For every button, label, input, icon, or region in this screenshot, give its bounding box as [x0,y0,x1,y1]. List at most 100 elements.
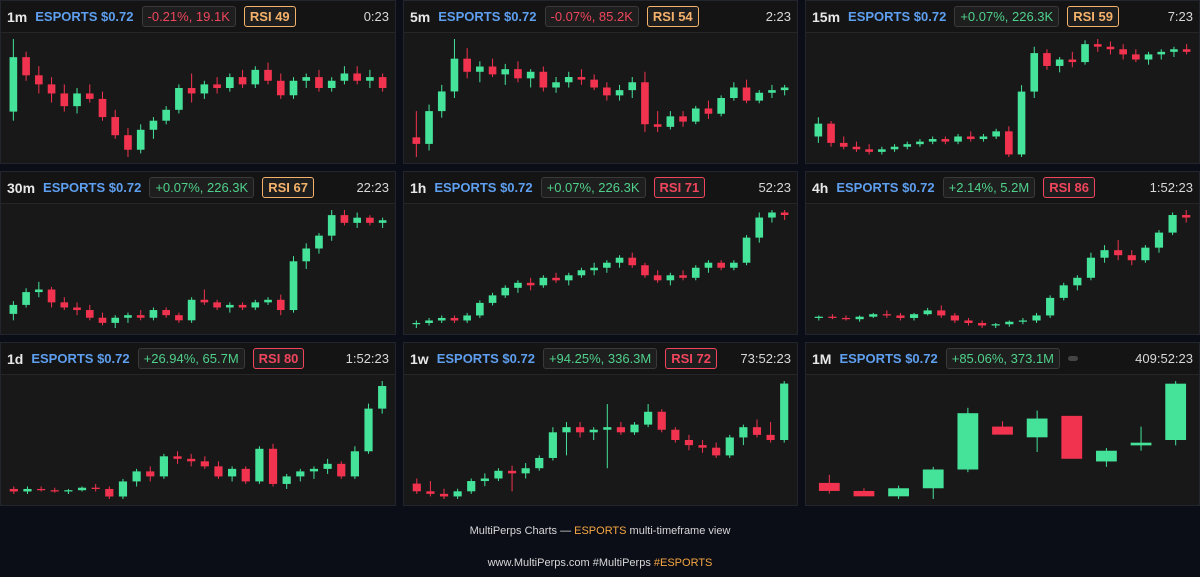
chart-panel: 1M ESPORTS $0.72 +85.06%, 373.1M 409:52:23 [805,342,1200,506]
candle-body [426,491,435,494]
candle-body [684,440,694,446]
candle-body [992,131,1000,137]
candle-body [85,310,94,318]
candle-body [644,411,653,425]
candle-body [552,277,560,281]
candle-body [882,314,891,316]
candle-body [226,77,234,89]
candle-body [213,302,221,308]
candle-body [450,317,459,321]
candle-body [1055,59,1064,66]
candle-body [576,427,585,433]
panel-header: 1w ESPORTS $0.72 +94.25%, 336.3M RSI 72 73:5… [404,343,797,375]
change-badge: +0.07%, 226.3K [540,177,646,198]
candle-body [814,123,823,137]
candle-body [730,87,738,98]
timeframe: 1m [7,8,28,25]
candle-body [124,315,132,318]
countdown: 409:52:23 [1135,351,1193,366]
candle-body [1026,418,1048,438]
countdown: 2:23 [765,9,791,24]
candle-chart [9,381,387,499]
timeframe: 1w [410,350,429,367]
candle-body [1086,257,1096,278]
candle-body [818,482,840,491]
candle-body [671,429,680,440]
candle-body [507,470,517,474]
candle-body [302,248,311,262]
candle-body [514,69,522,79]
candle-body [37,488,46,491]
candle-body [136,315,145,318]
footer-accent[interactable]: #ESPORTS [653,557,713,569]
candle-body [105,488,114,497]
candle-body [467,481,476,492]
rsi-badge: RSI 54 [646,6,699,27]
candle-body [1100,250,1109,258]
candle-body [1059,285,1068,298]
candle-body [22,57,30,76]
candle-body [228,468,237,477]
candle-body [1046,297,1055,316]
candle-body [564,77,573,83]
candle-body [577,77,586,80]
timeframe: 30m [7,179,36,196]
candle-body [780,212,789,216]
candle-body [828,316,837,318]
candle-body [717,98,725,114]
candle-body [666,116,675,127]
candle-body [827,123,835,143]
candle-body [552,82,560,88]
candle-body [869,314,878,317]
candle-body [73,307,81,311]
candle-body [282,476,291,484]
candle-body [539,71,548,88]
candle-body [679,275,687,278]
candle-body [453,491,462,497]
candle-body [725,437,734,456]
footer-link[interactable]: www.MultiPerps.com #MultiPerps [487,557,654,569]
countdown: 1:52:23 [345,351,389,366]
rsi-badge: RSI 71 [653,177,706,198]
candle-body [9,57,18,112]
candle-body [941,139,950,142]
candle-body [463,58,471,72]
candle-body [268,448,278,484]
symbol-price: ESPORTS $0.72 [31,351,130,366]
candle-body [1106,46,1115,50]
candle-body [238,77,247,85]
candle-body [1030,53,1039,92]
candle-body [200,299,209,303]
candle-body [22,292,30,305]
candle-body [991,324,1000,326]
candle-chart [818,381,1187,499]
candle-body [251,69,260,85]
candle-body [159,456,168,477]
countdown: 22:23 [356,180,389,195]
candle-body [739,427,748,438]
candle-body [60,93,69,107]
candle-body [1005,321,1014,325]
candle-body [124,135,132,150]
chart-panel: 1m ESPORTS $0.72 -0.21%, 19.1K RSI 49 0:23 [0,0,396,164]
symbol-price: ESPORTS $0.72 [434,180,533,195]
candle-body [937,310,946,316]
candle-body [1043,53,1051,66]
candle-body [755,217,764,238]
candle-body [966,136,975,140]
candle-body [98,317,107,323]
candle-body [289,261,298,311]
candle-body [255,448,264,482]
candle-body [337,463,346,477]
candle-body [187,458,196,462]
candle-body [1182,215,1191,218]
candle-body [730,262,738,268]
rsi-badge: RSI 59 [1067,6,1119,27]
countdown: 52:23 [758,180,791,195]
candle-body [878,149,886,152]
candle-body [476,302,484,316]
candle-body [521,468,530,474]
candle-body [327,80,336,89]
candle-body [564,275,573,281]
candle-body [264,299,272,303]
